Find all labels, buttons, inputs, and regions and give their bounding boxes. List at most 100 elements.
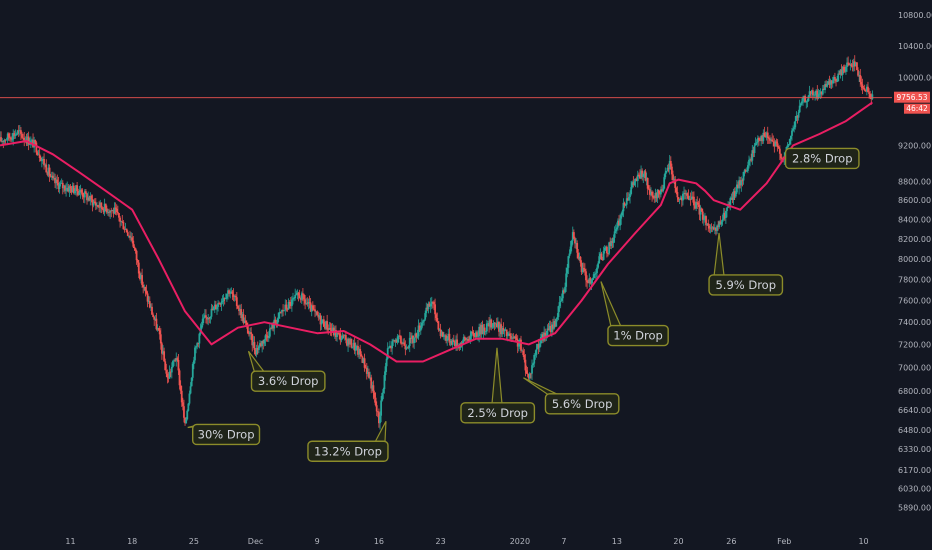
y-tick-label-18: 10000.00 bbox=[898, 74, 932, 83]
candle-body-127 bbox=[138, 273, 141, 279]
candle-body-710 bbox=[781, 158, 783, 160]
candle-body-687 bbox=[755, 142, 758, 144]
candle-body-360 bbox=[395, 339, 398, 343]
candle-body-791 bbox=[870, 97, 873, 100]
candle-body-406 bbox=[446, 338, 449, 341]
candle-body-792 bbox=[871, 94, 874, 100]
candle-body-324 bbox=[355, 346, 358, 347]
candle-body-638 bbox=[701, 211, 704, 220]
candle-body-545 bbox=[599, 253, 602, 257]
candle-body-397 bbox=[436, 317, 439, 322]
candle-body-790 bbox=[869, 93, 872, 98]
candle-body-211 bbox=[231, 291, 234, 295]
candle-body-375 bbox=[412, 335, 414, 343]
candle-body-266 bbox=[292, 298, 294, 300]
candle-body-120 bbox=[131, 237, 134, 241]
candle-body-399 bbox=[438, 329, 441, 331]
candle-body-322 bbox=[353, 342, 356, 351]
candle-body-140 bbox=[153, 317, 156, 320]
candle-body-15 bbox=[15, 133, 18, 135]
candle-body-356 bbox=[391, 341, 394, 349]
candle-body-435 bbox=[478, 326, 481, 336]
candle-body-577 bbox=[634, 178, 637, 182]
candle-body-722 bbox=[794, 121, 797, 128]
candle-body-395 bbox=[434, 304, 436, 315]
candle-body-465 bbox=[511, 337, 514, 339]
candle-body-666 bbox=[732, 191, 735, 200]
candle-body-201 bbox=[220, 301, 223, 305]
candle-body-339 bbox=[372, 385, 375, 393]
candle-body-782 bbox=[860, 82, 863, 85]
candle-body-220 bbox=[241, 314, 244, 319]
candle-body-580 bbox=[637, 174, 640, 176]
candle-body-203 bbox=[222, 297, 225, 302]
candle-body-429 bbox=[471, 331, 474, 334]
candle-body-777 bbox=[854, 62, 857, 67]
candle-body-132 bbox=[144, 286, 147, 291]
candle-body-789 bbox=[868, 92, 870, 94]
candle-body-436 bbox=[479, 326, 482, 335]
candle-body-79 bbox=[86, 193, 88, 201]
candle-body-333 bbox=[365, 367, 368, 374]
candle-body-1 bbox=[0, 137, 3, 142]
candle-body-234 bbox=[256, 347, 259, 350]
candle-body-603 bbox=[663, 177, 666, 189]
candle-body-688 bbox=[756, 138, 759, 143]
candle-body-458 bbox=[503, 329, 506, 332]
candle-body-783 bbox=[861, 84, 864, 88]
annotation-8: 2.8% Drop bbox=[784, 147, 860, 170]
candle-body-739 bbox=[813, 94, 815, 96]
candle-body-670 bbox=[737, 184, 739, 189]
x-axis[interactable]: 11 18 25 Dec 9 16 23 2020 7 13 20 26 Feb 10 bbox=[65, 537, 868, 546]
candle-body-149 bbox=[163, 351, 166, 362]
candle-body-479 bbox=[526, 373, 529, 375]
candle-body-347 bbox=[381, 392, 384, 401]
y-tick-label-10: 7600.00 bbox=[898, 297, 931, 306]
candle-body-268 bbox=[294, 294, 297, 299]
y-tick-label-14: 8400.00 bbox=[898, 215, 931, 224]
candle-body-477 bbox=[524, 359, 527, 371]
candle-body-770 bbox=[847, 62, 850, 64]
candle-body-686 bbox=[754, 143, 757, 146]
candle-body-12 bbox=[12, 133, 15, 140]
candle-body-614 bbox=[675, 187, 678, 193]
candle-body-181 bbox=[198, 333, 201, 344]
candle-body-539 bbox=[592, 274, 595, 279]
candle-body-230 bbox=[252, 342, 255, 346]
candle-body-384 bbox=[422, 321, 424, 323]
candle-body-564 bbox=[620, 215, 623, 219]
candle-body-161 bbox=[176, 358, 179, 361]
candle-body-163 bbox=[178, 370, 181, 386]
candle-body-566 bbox=[622, 202, 625, 212]
candle-body-159 bbox=[174, 360, 177, 362]
candle-body-193 bbox=[211, 308, 214, 311]
candle-body-147 bbox=[161, 343, 163, 354]
candle-body-594 bbox=[653, 197, 656, 199]
candle-body-587 bbox=[645, 177, 648, 181]
annotation-label: 5.9% Drop bbox=[715, 278, 776, 292]
y-axis[interactable]: 5890.00 6030.00 6170.00 6330.00 6480.00 6640.… bbox=[898, 11, 932, 512]
candle-body-653 bbox=[718, 221, 721, 227]
candle-body-521 bbox=[572, 232, 575, 239]
candle-body-781 bbox=[859, 75, 862, 83]
candle-body-407 bbox=[447, 333, 450, 339]
candle-body-506 bbox=[556, 316, 559, 320]
candle-body-559 bbox=[614, 229, 617, 232]
candle-body-66 bbox=[71, 185, 74, 193]
candle-body-117 bbox=[127, 235, 130, 237]
candle-body-122 bbox=[133, 246, 136, 249]
candle-body-4 bbox=[3, 139, 6, 142]
candle-body-433 bbox=[476, 332, 478, 337]
candle-body-29 bbox=[31, 139, 33, 141]
candle-body-718 bbox=[789, 135, 792, 140]
candle-body-650 bbox=[715, 227, 717, 231]
candle-body-142 bbox=[155, 318, 158, 330]
candle-body-362 bbox=[397, 335, 400, 337]
candle-body-154 bbox=[168, 371, 171, 379]
candle-body-239 bbox=[262, 340, 265, 344]
candle-body-208 bbox=[228, 290, 231, 294]
candle-body-367 bbox=[403, 342, 406, 346]
candle-body-565 bbox=[621, 211, 624, 216]
candle-body-630 bbox=[693, 196, 695, 206]
